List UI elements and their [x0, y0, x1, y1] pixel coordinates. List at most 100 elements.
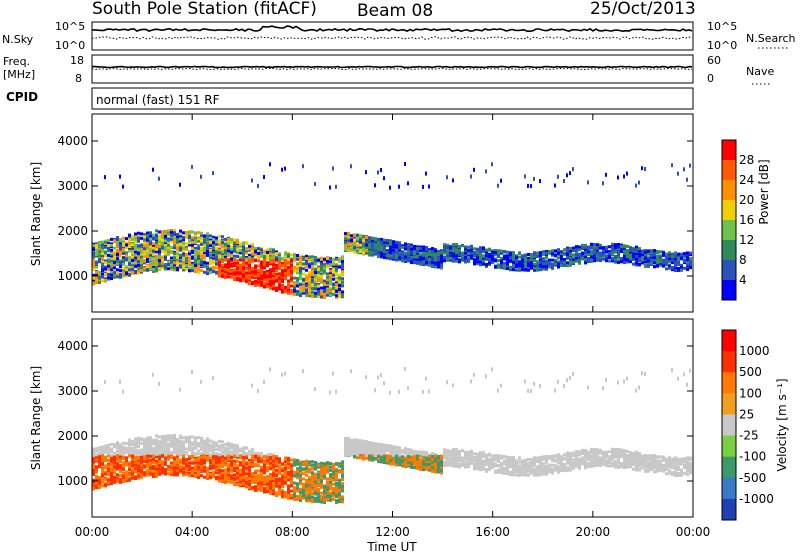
power-cell	[509, 259, 512, 262]
power-cell	[422, 253, 425, 256]
power-cell	[188, 269, 191, 272]
power-cell	[284, 259, 287, 262]
power-cell	[143, 267, 146, 270]
power-cell	[179, 249, 182, 252]
power-cell	[542, 265, 545, 268]
power-cell	[119, 273, 122, 276]
power-cell	[314, 279, 317, 282]
velocity-cell	[131, 451, 134, 454]
power-cell	[278, 277, 281, 280]
power-cell	[359, 239, 362, 242]
power-cell	[227, 269, 230, 272]
power-cell	[359, 244, 362, 247]
power-cell	[635, 184, 637, 188]
power-cell	[95, 248, 98, 251]
power-cell	[311, 262, 314, 265]
power-cell	[455, 260, 458, 263]
power-cell	[134, 244, 137, 247]
power-cell	[470, 249, 473, 252]
power-cell	[686, 178, 688, 182]
velocity-cell	[116, 459, 119, 462]
power-cell	[488, 249, 491, 252]
power-cell	[362, 251, 365, 254]
power-cell	[314, 295, 317, 298]
power-cell	[128, 245, 131, 248]
power-cell	[173, 266, 176, 269]
power-cell	[509, 252, 512, 255]
power-cell	[635, 255, 638, 258]
power-cell	[329, 290, 332, 293]
power-cell	[275, 252, 278, 255]
power-cell	[467, 259, 470, 262]
power-cell	[197, 244, 200, 247]
power-cell	[161, 264, 164, 267]
power-cell	[137, 257, 140, 260]
power-cell	[500, 257, 503, 260]
colorbar-tick-label: 8	[739, 253, 747, 267]
power-cell	[533, 267, 536, 270]
power-cell	[392, 249, 395, 252]
velocity-cell	[107, 452, 110, 455]
power-cell	[380, 168, 382, 172]
velocity-cell	[128, 479, 131, 482]
colorbar-segment	[722, 160, 736, 181]
power-cell	[206, 265, 209, 268]
power-cell	[626, 258, 629, 261]
power-cell	[284, 253, 287, 256]
power-cell	[662, 261, 665, 264]
power-cell	[182, 256, 185, 259]
power-cell	[215, 271, 218, 274]
power-cell	[200, 232, 203, 235]
power-cell	[263, 266, 266, 269]
power-cell	[338, 277, 341, 280]
power-cell	[497, 254, 500, 257]
power-cell	[110, 244, 113, 247]
power-cell	[596, 259, 599, 262]
power-cell	[662, 264, 665, 267]
power-cell	[197, 252, 200, 255]
power-cell	[482, 255, 485, 258]
power-cell	[332, 283, 335, 286]
power-cell	[560, 264, 563, 267]
velocity-cell	[104, 380, 106, 384]
power-cell	[434, 257, 437, 260]
power-cell	[233, 262, 236, 265]
power-cell	[320, 290, 323, 293]
power-cell	[326, 294, 329, 297]
power-cell	[668, 261, 671, 264]
power-cell	[434, 266, 437, 269]
power-cell	[506, 262, 509, 265]
power-cell	[167, 252, 170, 255]
power-cell	[425, 258, 428, 261]
power-cell	[368, 243, 371, 246]
power-cell	[470, 255, 473, 258]
power-cell	[197, 271, 200, 274]
power-cell	[512, 268, 515, 271]
power-cell	[257, 184, 259, 188]
power-cell	[500, 266, 503, 269]
power-cell	[176, 268, 179, 271]
power-cell	[491, 261, 494, 264]
velocity-cell	[104, 451, 107, 454]
power-cell	[323, 267, 326, 270]
power-cell	[227, 275, 230, 278]
power-cell	[101, 249, 104, 252]
power-cell	[326, 281, 329, 284]
power-cell	[335, 258, 338, 261]
power-cell	[104, 175, 106, 179]
power-cell	[395, 244, 398, 247]
power-cell	[161, 230, 164, 233]
power-cell	[521, 268, 524, 271]
power-cell	[410, 261, 413, 264]
power-cell	[623, 250, 626, 253]
power-cell	[293, 259, 296, 262]
power-cell	[545, 252, 548, 255]
power-cell	[164, 265, 167, 268]
velocity-cell	[101, 478, 104, 481]
power-cell	[227, 260, 230, 263]
power-cell	[197, 237, 200, 240]
power-cell	[146, 269, 149, 272]
nsky-line	[92, 26, 692, 31]
power-cell	[221, 242, 224, 245]
power-cell	[176, 233, 179, 236]
